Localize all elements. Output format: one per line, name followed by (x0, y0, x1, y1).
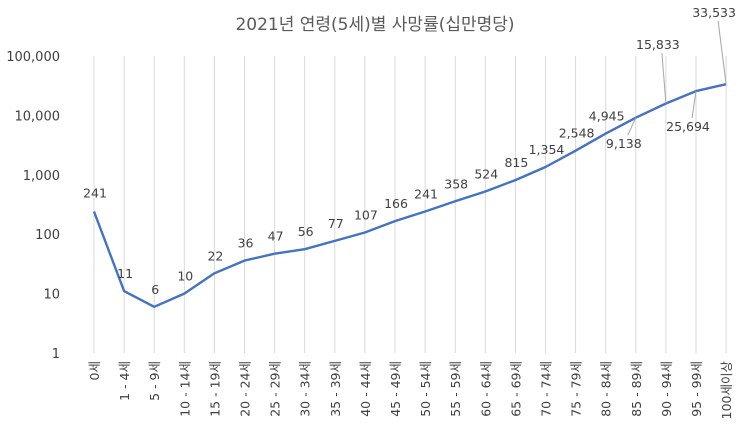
x-tick-label: 70 - 74세 (539, 361, 554, 417)
data-label: 36 (238, 236, 254, 251)
x-tick-label: 80 - 84세 (599, 361, 614, 417)
y-tick-label: 1,000 (23, 169, 60, 184)
y-tick-label: 10 (43, 288, 60, 303)
data-label: 524 (474, 166, 498, 181)
y-tick-label: 10,000 (15, 109, 61, 124)
gridlines (93, 56, 727, 353)
data-label: 56 (298, 224, 314, 239)
x-axis-ticks: 0세 1 - 4세 5 - 9세 10 - 14세 15 - 19세 20 - 24세 25… (87, 361, 734, 420)
data-label: 358 (444, 176, 468, 191)
x-tick-label: 90 - 94세 (659, 361, 674, 417)
x-tick-label: 45 - 49세 (388, 361, 403, 417)
data-label: 25,694 (666, 119, 710, 134)
x-tick-label: 55 - 59세 (448, 361, 463, 417)
data-label: 9,138 (606, 136, 642, 151)
series-line (92, 83, 727, 308)
data-label: 33,533 (692, 5, 736, 20)
y-axis-ticks: 1 10 100 1,000 10,000 100,000 (6, 50, 60, 362)
data-label: 47 (268, 229, 284, 244)
x-tick-label: 35 - 39세 (328, 361, 343, 417)
x-tick-label: 20 - 24세 (238, 361, 253, 417)
data-label: 6 (151, 282, 159, 297)
x-tick-label: 85 - 89세 (629, 361, 644, 417)
y-tick-label: 100,000 (6, 50, 60, 65)
x-tick-label: 5 - 9세 (147, 361, 162, 401)
data-label: 2,548 (559, 126, 595, 141)
data-label-leader (691, 90, 697, 119)
data-label-leader (627, 117, 637, 136)
x-tick-label: 100세이상 (719, 361, 734, 420)
x-tick-label: 50 - 54세 (418, 361, 433, 417)
data-label: 10 (177, 269, 193, 284)
data-label: 241 (414, 187, 438, 202)
data-label-leader (661, 52, 667, 104)
data-label-leader (717, 20, 727, 85)
data-label: 4,945 (589, 109, 625, 124)
y-tick-label: 100 (35, 228, 60, 243)
x-tick-label: 75 - 79세 (569, 361, 584, 417)
x-tick-label: 0세 (87, 361, 102, 380)
data-label: 15,833 (636, 37, 680, 52)
data-label: 22 (207, 248, 223, 263)
x-tick-label: 10 - 14세 (177, 361, 192, 417)
data-label: 815 (504, 155, 528, 170)
data-label: 11 (117, 266, 133, 281)
data-label: 166 (384, 196, 408, 211)
data-labels: 241 11 6 10 22 36 47 56 77 107 166 241 358 524 8151,35… (83, 5, 736, 297)
x-tick-label: 30 - 34세 (298, 361, 313, 417)
series-layer (92, 83, 727, 308)
x-tick-label: 60 - 64세 (478, 361, 493, 417)
x-tick-label: 1 - 4세 (117, 361, 132, 401)
y-tick-label: 1 (52, 347, 60, 362)
x-tick-label: 65 - 69세 (508, 361, 523, 417)
x-tick-label: 15 - 19세 (207, 361, 222, 417)
data-label: 241 (83, 186, 107, 201)
x-tick-label: 25 - 29세 (268, 361, 283, 417)
x-tick-label: 95 - 99세 (689, 361, 704, 417)
chart-title: 2021년 연령(5세)별 사망률(십만명당) (235, 15, 514, 35)
x-tick-label: 40 - 44세 (358, 361, 373, 417)
data-label: 107 (354, 207, 378, 222)
data-label: 1,354 (529, 142, 565, 157)
data-label: 77 (328, 216, 344, 231)
